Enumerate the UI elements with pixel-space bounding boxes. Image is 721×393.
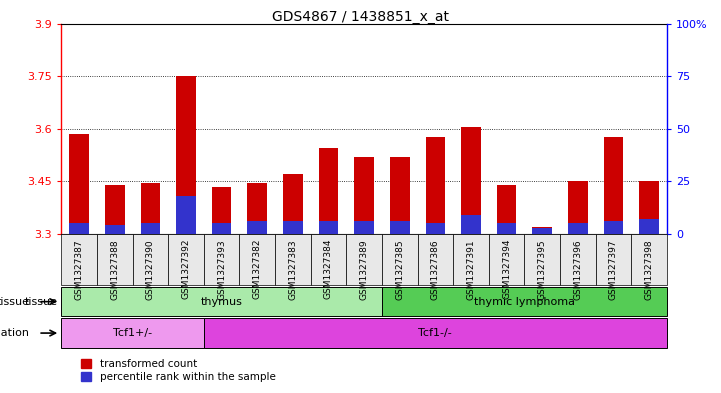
Bar bbox=[69, 134, 89, 234]
Text: GSM1327385: GSM1327385 bbox=[395, 236, 404, 297]
Text: tissue: tissue bbox=[25, 297, 58, 307]
Text: GSM1327390: GSM1327390 bbox=[146, 236, 155, 297]
Text: tissue: tissue bbox=[0, 297, 30, 307]
Bar bbox=[640, 219, 659, 234]
Text: GSM1327390: GSM1327390 bbox=[146, 239, 155, 299]
Bar bbox=[354, 221, 374, 234]
Bar bbox=[425, 223, 445, 234]
Text: GSM1327382: GSM1327382 bbox=[253, 239, 262, 299]
Bar bbox=[532, 228, 552, 234]
Text: GSM1327386: GSM1327386 bbox=[431, 236, 440, 297]
Text: GSM1327389: GSM1327389 bbox=[360, 236, 368, 297]
Text: Tcf1+/-: Tcf1+/- bbox=[113, 328, 152, 338]
Text: GSM1327385: GSM1327385 bbox=[395, 239, 404, 299]
Text: GSM1327392: GSM1327392 bbox=[182, 239, 190, 299]
Bar bbox=[247, 183, 267, 234]
Text: GSM1327388: GSM1327388 bbox=[110, 236, 119, 297]
Text: GSM1327383: GSM1327383 bbox=[288, 239, 297, 299]
Bar bbox=[176, 196, 196, 234]
Bar bbox=[212, 223, 231, 234]
Bar bbox=[141, 183, 160, 234]
Bar bbox=[283, 221, 303, 234]
Text: Tcf1-/-: Tcf1-/- bbox=[418, 328, 452, 338]
Bar bbox=[640, 181, 659, 234]
Legend: transformed count, percentile rank within the sample: transformed count, percentile rank withi… bbox=[81, 359, 275, 382]
Text: GSM1327384: GSM1327384 bbox=[324, 236, 333, 297]
Bar bbox=[319, 221, 338, 234]
Bar bbox=[425, 138, 445, 234]
Text: genotype/variation: genotype/variation bbox=[0, 328, 30, 338]
Bar bbox=[354, 157, 374, 234]
Bar bbox=[390, 157, 410, 234]
Text: GSM1327383: GSM1327383 bbox=[288, 236, 297, 297]
Bar bbox=[532, 227, 552, 234]
Text: GSM1327391: GSM1327391 bbox=[466, 236, 475, 297]
Text: GSM1327396: GSM1327396 bbox=[573, 239, 583, 299]
Text: GSM1327393: GSM1327393 bbox=[217, 236, 226, 297]
Bar bbox=[461, 215, 481, 234]
Text: GSM1327382: GSM1327382 bbox=[253, 236, 262, 297]
Text: GSM1327388: GSM1327388 bbox=[110, 239, 119, 299]
Text: thymic lymphoma: thymic lymphoma bbox=[474, 297, 575, 307]
Bar bbox=[247, 221, 267, 234]
Bar bbox=[497, 223, 516, 234]
Bar bbox=[105, 226, 125, 234]
Text: GSM1327386: GSM1327386 bbox=[431, 239, 440, 299]
Bar bbox=[568, 223, 588, 234]
Text: thymus: thymus bbox=[200, 297, 242, 307]
Text: GSM1327395: GSM1327395 bbox=[538, 239, 547, 299]
Text: GDS4867 / 1438851_x_at: GDS4867 / 1438851_x_at bbox=[272, 10, 449, 24]
Text: GSM1327398: GSM1327398 bbox=[645, 239, 654, 299]
Bar bbox=[603, 138, 623, 234]
Bar bbox=[141, 223, 160, 234]
Text: GSM1327396: GSM1327396 bbox=[573, 236, 583, 297]
Text: GSM1327387: GSM1327387 bbox=[74, 236, 84, 297]
Text: GSM1327384: GSM1327384 bbox=[324, 239, 333, 299]
Bar bbox=[212, 187, 231, 234]
Text: GSM1327394: GSM1327394 bbox=[502, 236, 511, 297]
Text: GSM1327387: GSM1327387 bbox=[74, 239, 84, 299]
Bar bbox=[461, 127, 481, 234]
Bar bbox=[497, 185, 516, 234]
Bar bbox=[283, 174, 303, 234]
Text: GSM1327397: GSM1327397 bbox=[609, 236, 618, 297]
Bar bbox=[390, 221, 410, 234]
Text: GSM1327393: GSM1327393 bbox=[217, 239, 226, 299]
Bar bbox=[105, 185, 125, 234]
Text: GSM1327394: GSM1327394 bbox=[502, 239, 511, 299]
Text: GSM1327389: GSM1327389 bbox=[360, 239, 368, 299]
Text: GSM1327397: GSM1327397 bbox=[609, 239, 618, 299]
Text: GSM1327391: GSM1327391 bbox=[466, 239, 475, 299]
Bar bbox=[568, 181, 588, 234]
Text: GSM1327392: GSM1327392 bbox=[182, 236, 190, 297]
Bar bbox=[176, 76, 196, 234]
Bar bbox=[69, 223, 89, 234]
Text: GSM1327398: GSM1327398 bbox=[645, 236, 654, 297]
Bar bbox=[603, 221, 623, 234]
Text: GSM1327395: GSM1327395 bbox=[538, 236, 547, 297]
Bar bbox=[319, 148, 338, 234]
